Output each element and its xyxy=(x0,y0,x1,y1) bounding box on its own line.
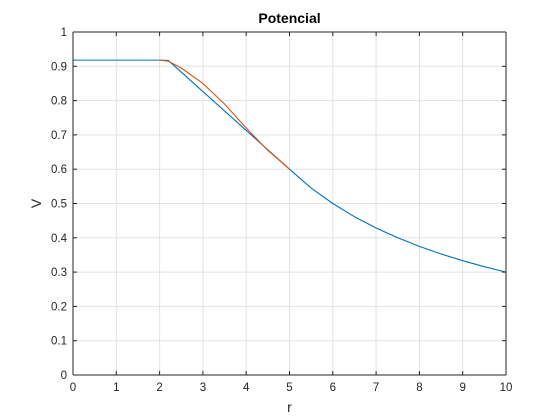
y-tick-label-8: 0.8 xyxy=(51,96,67,108)
y-tick-label-2: 0.2 xyxy=(51,301,67,313)
y-tick-label-1: 0.1 xyxy=(51,336,67,348)
y-tick-label-3: 0.3 xyxy=(51,267,67,279)
y-tick-label-10: 1 xyxy=(61,27,67,39)
x-tick-label-10: 10 xyxy=(500,382,513,394)
tick-labels: 0 1 2 3 4 5 6 7 8 9 10 0 0.1 0.2 0.3 0.4 0.5 0.6 0.7 0.8 0.9… xyxy=(51,27,512,394)
x-tick-label-3: 3 xyxy=(200,382,206,394)
y-tick-label-6: 0.6 xyxy=(51,164,67,176)
x-tick-label-0: 0 xyxy=(70,382,76,394)
chart-title: Potencial xyxy=(258,10,320,26)
axes xyxy=(72,31,507,376)
x-tick-label-5: 5 xyxy=(286,382,292,394)
x-tick-label-6: 6 xyxy=(330,382,336,394)
x-tick-label-8: 8 xyxy=(416,382,422,394)
y-tick-label-4: 0.4 xyxy=(51,233,68,245)
y-tick-label-0: 0 xyxy=(61,370,67,382)
y-axis-label: V xyxy=(28,198,44,208)
x-tick-label-9: 9 xyxy=(459,382,465,394)
x-tick-label-4: 4 xyxy=(243,382,250,394)
x-axis-label: r xyxy=(287,399,292,415)
y-tick-label-7: 0.7 xyxy=(51,130,67,142)
y-tick-label-9: 0.9 xyxy=(51,61,67,73)
x-tick-label-7: 7 xyxy=(373,382,379,394)
x-tick-label-1: 1 xyxy=(113,382,119,394)
y-tick-label-5: 0.5 xyxy=(51,199,67,211)
series-lines xyxy=(72,59,507,273)
x-tick-label-2: 2 xyxy=(156,382,162,394)
series-line-2 xyxy=(159,59,291,170)
